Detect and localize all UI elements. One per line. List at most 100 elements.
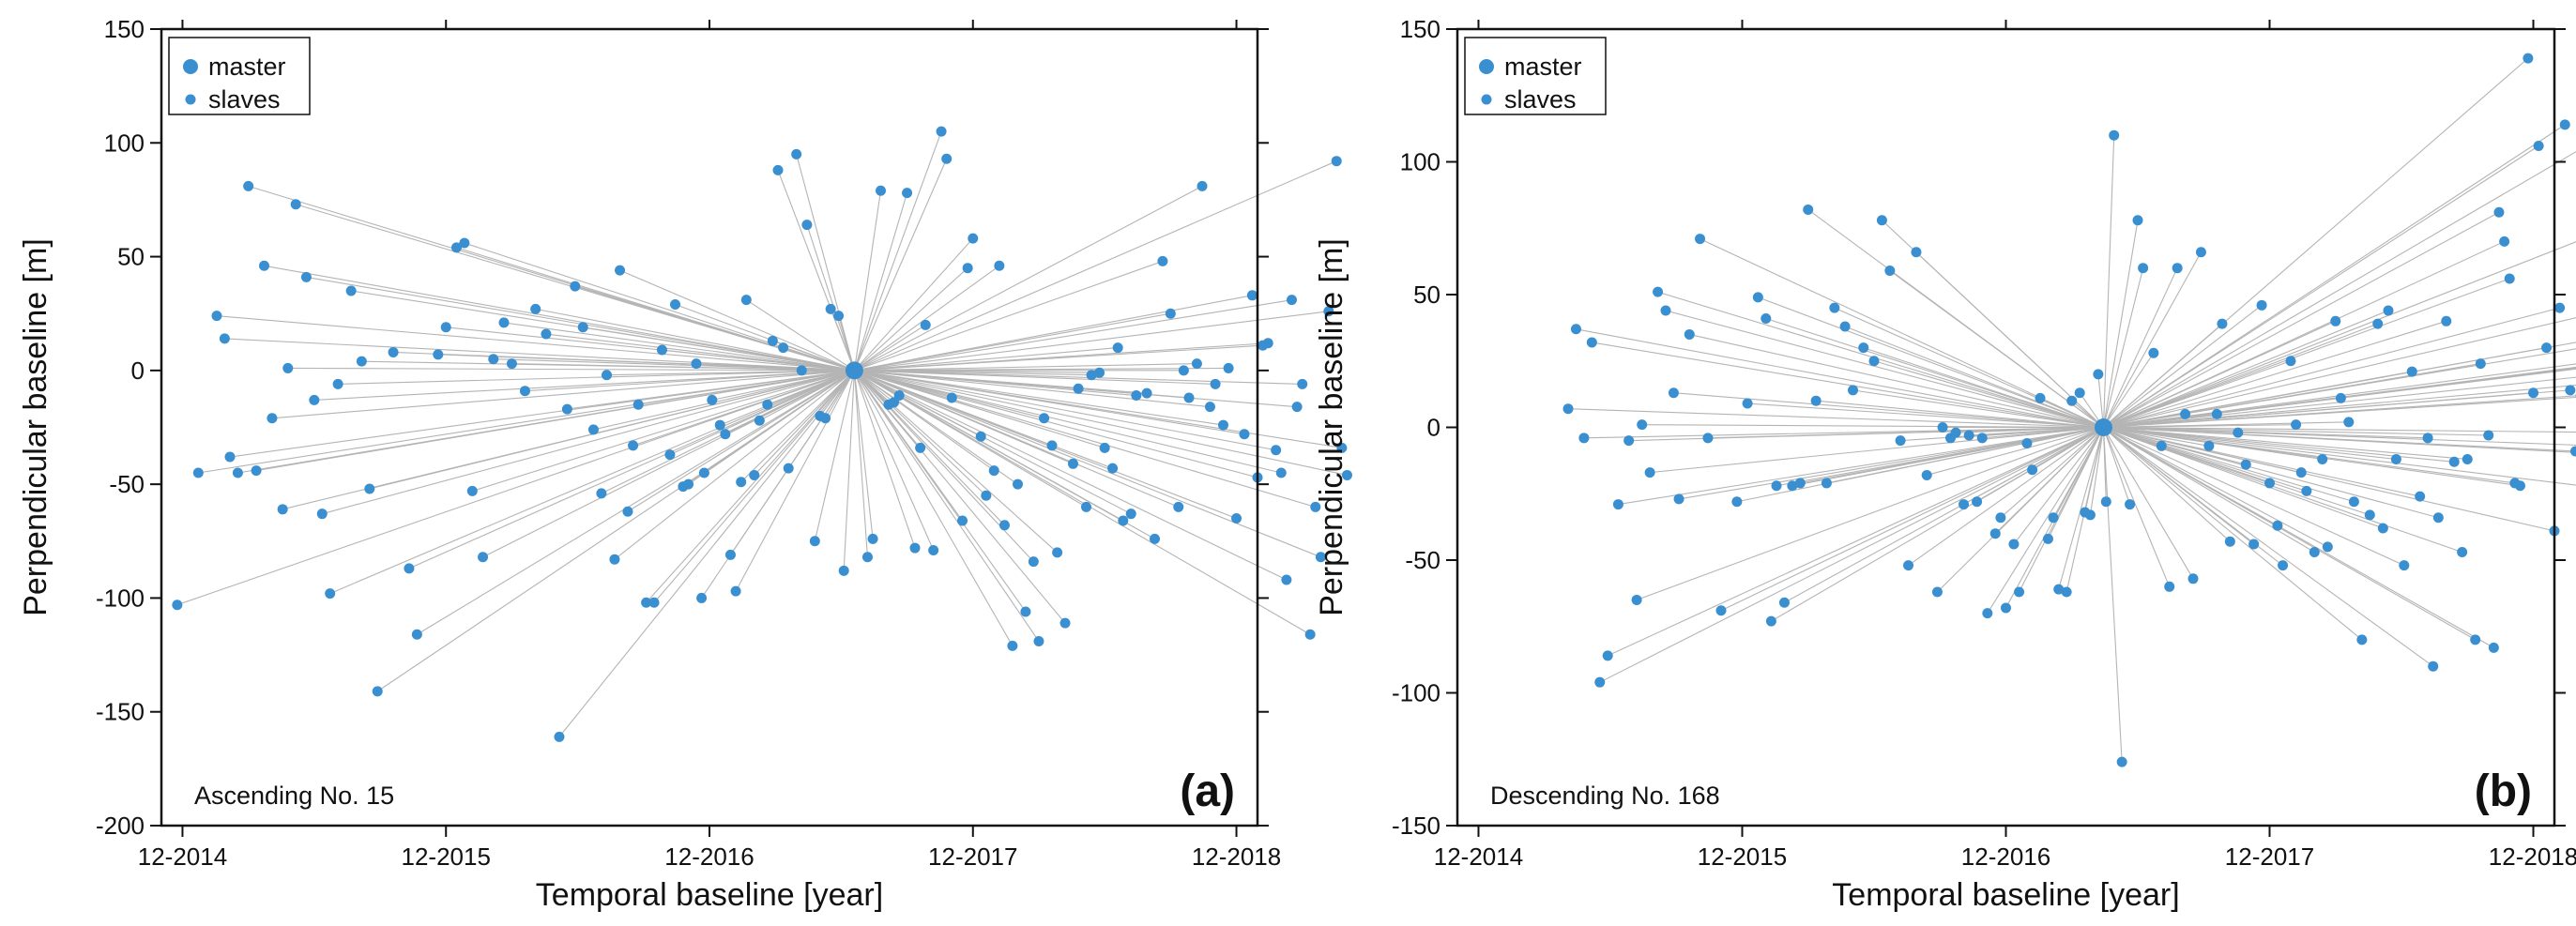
slave-point xyxy=(1218,419,1228,431)
slave-point xyxy=(440,322,451,333)
baseline-edge xyxy=(2084,427,2105,513)
slave-point xyxy=(1013,478,1023,490)
x-axis-title: Temporal baseline [year] xyxy=(1832,877,2179,913)
slave-point xyxy=(783,463,794,474)
baseline-edge xyxy=(2032,427,2104,471)
baseline-edge xyxy=(593,370,855,431)
baseline-edge xyxy=(2103,352,2155,428)
slave-point xyxy=(683,478,694,490)
slave-point xyxy=(2272,520,2283,531)
slave-point xyxy=(2164,581,2175,592)
baseline-edge xyxy=(653,370,855,603)
slave-point xyxy=(2125,499,2136,510)
slave-point xyxy=(433,349,444,360)
baseline-edge xyxy=(2103,426,2489,436)
baseline-edge xyxy=(2103,427,2328,548)
x-tick-label: 12-2016 xyxy=(1961,843,2050,871)
slave-point xyxy=(2559,119,2570,130)
slave-point xyxy=(2295,467,2307,478)
baseline-edge xyxy=(646,370,855,603)
baseline-edge xyxy=(854,370,1211,408)
baseline-edge xyxy=(2103,426,2384,529)
baseline-edge xyxy=(806,224,855,372)
baseline-edge xyxy=(1657,291,2104,429)
y-tick-label: 150 xyxy=(104,15,145,43)
baseline-edge xyxy=(853,190,882,371)
baseline-edge xyxy=(2103,421,2349,429)
slave-point xyxy=(628,440,639,451)
slave-point xyxy=(2203,440,2215,451)
slave-point xyxy=(1821,478,1832,489)
slave-point xyxy=(602,370,612,381)
panel-a: 150 100 50 0 -50 -100 -150 -200 12-2014 12-2015 12… xyxy=(18,15,1352,913)
baseline-edge xyxy=(830,309,855,372)
y-tick-label: 50 xyxy=(117,243,145,271)
slave-point xyxy=(1752,292,1763,303)
slave-point xyxy=(2528,387,2539,399)
slave-point xyxy=(388,346,399,357)
slave-point xyxy=(1623,435,1635,447)
slave-point xyxy=(1660,305,1671,316)
slave-point xyxy=(1204,402,1215,413)
slave-point xyxy=(2499,235,2510,247)
baseline-edge xyxy=(1576,328,2104,429)
x-tick-label: 12-2014 xyxy=(1434,843,1523,871)
baseline-edge xyxy=(2103,363,2576,429)
baseline-edge xyxy=(854,370,1066,624)
x-tick-label: 12-2016 xyxy=(664,843,754,871)
slave-point xyxy=(1884,266,1896,277)
baseline-edge xyxy=(695,363,855,372)
baseline-edge xyxy=(854,185,1203,372)
slave-point xyxy=(498,317,510,328)
slave-point xyxy=(1794,478,1806,489)
baseline-edge xyxy=(338,370,855,385)
slave-point xyxy=(1178,365,1189,376)
slave-point xyxy=(2422,433,2433,444)
slave-point xyxy=(2001,602,2011,614)
slave-point xyxy=(720,429,731,440)
slave-point xyxy=(615,265,626,276)
baseline-edge xyxy=(854,370,1316,508)
slave-point xyxy=(1107,463,1119,474)
baseline-edge xyxy=(287,367,855,372)
slave-point xyxy=(356,356,367,367)
baseline-edge xyxy=(2103,426,2576,446)
slave-point xyxy=(1323,306,1334,317)
y-tick-label: 150 xyxy=(1400,15,1440,43)
slave-point xyxy=(1963,430,1974,441)
slave-point xyxy=(1099,442,1110,453)
slave-point xyxy=(1976,433,1988,444)
legend-slaves-label: slaves xyxy=(1504,85,1577,114)
baseline-edge xyxy=(2103,427,2315,553)
slave-point xyxy=(2317,453,2328,464)
slave-point xyxy=(2377,523,2388,534)
slave-point xyxy=(1612,499,1623,510)
orbit-annotation: Ascending No. 15 xyxy=(194,782,394,810)
baseline-edge xyxy=(2103,145,2539,428)
slave-point xyxy=(172,600,183,611)
slave-point xyxy=(2074,387,2085,399)
baseline-edge xyxy=(558,370,855,737)
y-axis-title: Perpendicular baseline [m] xyxy=(18,238,53,616)
slave-point xyxy=(1141,387,1152,399)
slave-point xyxy=(1921,469,1932,480)
slave-point xyxy=(1876,215,1887,226)
baseline-edge xyxy=(854,267,968,372)
slave-point xyxy=(2285,356,2296,367)
baseline-edge xyxy=(825,370,855,419)
slave-point xyxy=(941,153,953,164)
slave-point xyxy=(2132,215,2143,226)
slave-point xyxy=(1197,180,1208,191)
slave-point xyxy=(1858,342,1869,354)
baseline-edge xyxy=(574,285,855,372)
slave-point xyxy=(1931,586,1943,598)
slave-point xyxy=(466,485,478,496)
baseline-edge xyxy=(1852,389,2104,429)
slave-point xyxy=(2042,533,2053,544)
slave-point xyxy=(1895,435,1906,447)
slave-point xyxy=(1839,321,1851,332)
slave-point xyxy=(2406,366,2417,377)
x-tick-label: 12-2018 xyxy=(1192,843,1281,871)
slave-point xyxy=(372,686,383,697)
